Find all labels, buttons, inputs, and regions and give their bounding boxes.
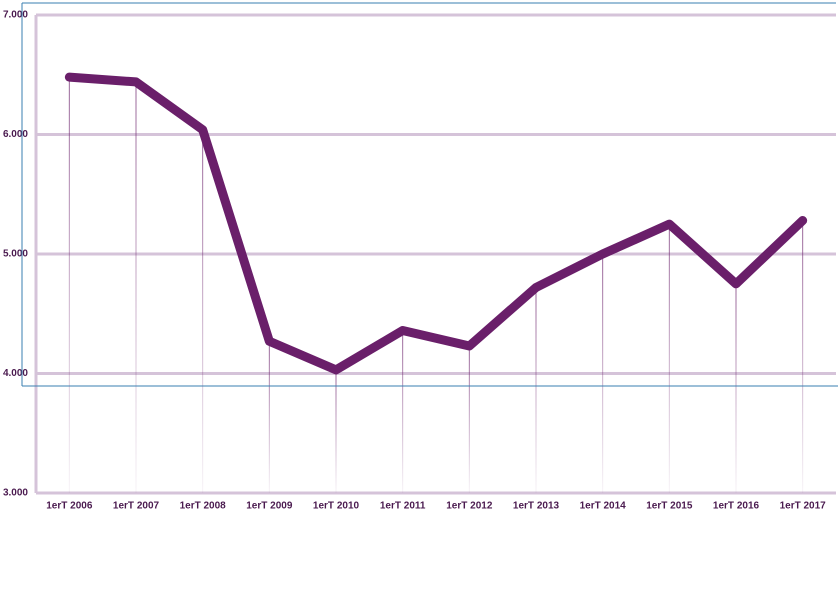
x-tick-label: 1erT 2009 bbox=[246, 501, 293, 512]
drop-line bbox=[802, 220, 804, 494]
x-tick-label: 1erT 2011 bbox=[380, 501, 426, 512]
y-tick-label: 4.000 bbox=[3, 368, 28, 379]
drop-line bbox=[535, 287, 537, 493]
drop-line bbox=[402, 330, 404, 493]
x-tick-label: 1erT 2013 bbox=[513, 501, 560, 512]
drop-line bbox=[268, 341, 270, 493]
drop-line bbox=[335, 369, 337, 493]
drop-line bbox=[202, 129, 204, 493]
y-tick-label: 7.000 bbox=[3, 10, 28, 21]
x-tick-label: 1erT 2014 bbox=[580, 501, 627, 512]
drop-line bbox=[135, 81, 137, 494]
drop-line bbox=[602, 254, 604, 493]
y-tick-label: 3.000 bbox=[3, 488, 28, 499]
y-tick-label: 6.000 bbox=[3, 129, 28, 140]
x-tick-label: 1erT 2007 bbox=[113, 501, 160, 512]
y-tick-label: 5.000 bbox=[3, 249, 28, 260]
x-tick-label: 1erT 2012 bbox=[446, 501, 493, 512]
x-tick-label: 1erT 2017 bbox=[780, 501, 827, 512]
drop-line bbox=[668, 224, 670, 493]
selection-frame bbox=[21, 2, 838, 387]
drop-line bbox=[68, 77, 70, 493]
x-tick-label: 1erT 2008 bbox=[180, 501, 227, 512]
line bbox=[64, 72, 808, 375]
drop-line bbox=[735, 283, 737, 493]
x-tick-label: 1erT 2010 bbox=[313, 501, 360, 512]
x-tick-label: 1erT 2015 bbox=[646, 501, 693, 512]
drop-line bbox=[468, 346, 470, 493]
x-tick-label: 1erT 2006 bbox=[46, 501, 93, 512]
x-tick-label: 1erT 2016 bbox=[713, 501, 760, 512]
